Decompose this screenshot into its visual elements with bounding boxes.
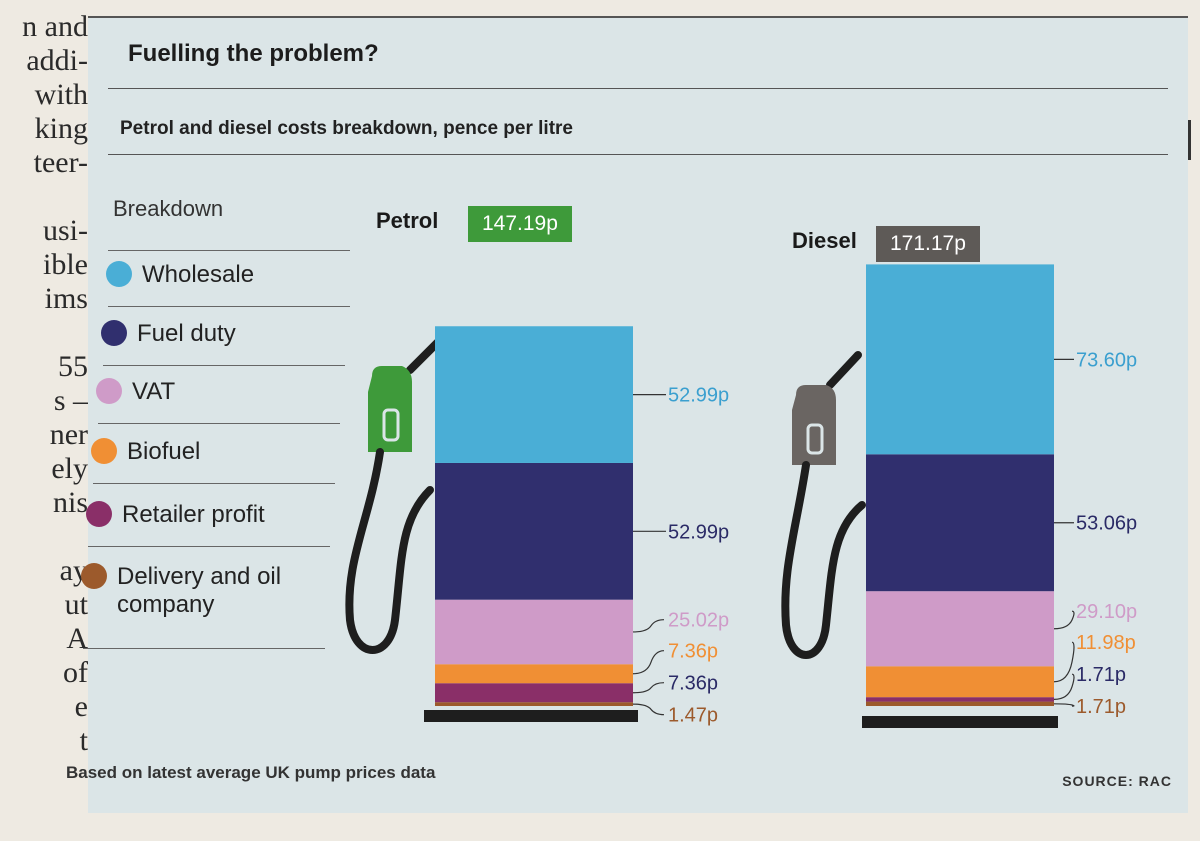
margin-text-line: ut xyxy=(64,588,88,621)
legend-title: Breakdown xyxy=(113,196,224,221)
diesel-bar-segment xyxy=(866,454,1054,592)
petrol-pump-base xyxy=(424,710,638,722)
margin-text-line: A xyxy=(66,622,88,655)
leader-line xyxy=(1053,610,1075,630)
leader-line xyxy=(1053,641,1075,683)
margin-text-line: usi- xyxy=(43,214,88,247)
adjacent-column-edge xyxy=(1188,120,1200,160)
diesel-bar-segment xyxy=(866,591,1054,667)
petrol-label: Petrol xyxy=(376,208,439,233)
margin-text-line: ner xyxy=(49,418,88,451)
diesel-value-label: 11.98p xyxy=(1076,632,1136,654)
legend-item: Retailer profit xyxy=(86,501,265,529)
petrol-pump-icon xyxy=(345,336,444,654)
margin-text-line: n and xyxy=(22,10,88,43)
legend-item: Fuel duty xyxy=(101,320,236,348)
diesel-value-label: 73.60p xyxy=(1076,349,1137,371)
margin-text-line: king xyxy=(34,112,88,145)
legend-item: VAT xyxy=(96,378,175,406)
margin-text-line: e xyxy=(74,690,88,723)
diesel-value-label: 1.71p xyxy=(1076,664,1126,686)
diesel-total-badge: 171.17p xyxy=(876,226,980,262)
petrol-value-label: 1.47p xyxy=(668,705,718,727)
legend-item: Biofuel xyxy=(91,438,200,466)
petrol-bar-segment xyxy=(435,683,633,703)
diesel-pump-base xyxy=(862,716,1058,728)
petrol-value-label: 7.36p xyxy=(668,673,718,695)
title-rule xyxy=(108,88,1168,89)
petrol-value-label: 52.99p xyxy=(668,385,729,407)
adjacent-article-text: n and addi-with king teer- usi-ible ims 55 s … xyxy=(0,10,88,758)
legend-rule xyxy=(88,546,330,547)
petrol-value-label: 7.36p xyxy=(668,641,718,663)
legend-swatch xyxy=(101,320,127,346)
legend-label: Fuel duty xyxy=(137,320,236,347)
petrol-bar-segment xyxy=(435,326,633,463)
legend-label: Biofuel xyxy=(127,438,201,465)
petrol-bar-segment xyxy=(435,664,633,684)
petrol-total-badge: 147.19p xyxy=(468,206,572,242)
legend-rule xyxy=(108,306,350,307)
legend-swatch xyxy=(91,438,117,464)
margin-text-line: with xyxy=(34,78,88,111)
margin-text-line: t xyxy=(79,724,88,757)
leader-line xyxy=(1053,703,1075,707)
legend-item: Wholesale xyxy=(106,261,254,289)
legend-label: Wholesale xyxy=(142,261,255,288)
legend-label: Retailer profit xyxy=(122,501,265,528)
legend-swatch xyxy=(86,501,112,527)
legend-rule xyxy=(83,648,325,649)
petrol-bar-segment xyxy=(435,462,633,600)
petrol-bar-segment xyxy=(435,702,633,706)
diesel-value-label: 29.10p xyxy=(1076,601,1137,623)
legend-label: Delivery and oil company xyxy=(117,563,282,618)
legend-item: Delivery and oil company xyxy=(81,563,307,619)
diesel-bar-segment xyxy=(866,697,1054,702)
diesel-value-label: 1.71p xyxy=(1076,696,1126,718)
legend-rule xyxy=(98,423,340,424)
diesel-label: Diesel xyxy=(792,228,857,253)
diesel-bar-segment xyxy=(866,264,1054,455)
legend-rule xyxy=(103,365,345,366)
diesel-bar-segment xyxy=(866,666,1054,698)
diesel-bar-segment xyxy=(866,701,1054,706)
diesel-value-label: 53.06p xyxy=(1076,513,1137,535)
diesel-pump-icon xyxy=(781,351,866,659)
margin-text-line: 55 xyxy=(58,350,88,383)
chart-title: Fuelling the problem? xyxy=(128,40,379,67)
petrol-value-label: 52.99p xyxy=(668,521,729,543)
petrol-bar-segment xyxy=(435,599,633,665)
legend-swatch xyxy=(81,563,107,589)
margin-text-line: ely xyxy=(51,452,88,485)
leader-line xyxy=(1053,673,1075,700)
margin-text-line: ible xyxy=(43,248,88,281)
margin-text-line: of xyxy=(63,656,88,689)
leader-line xyxy=(632,682,665,694)
chart-subtitle: Petrol and diesel costs breakdown, pence… xyxy=(120,118,573,139)
legend-swatch xyxy=(106,261,132,287)
legend-swatch xyxy=(96,378,122,404)
petrol-value-label: 25.02p xyxy=(668,610,729,632)
margin-text-line: s – xyxy=(53,384,88,417)
leader-line xyxy=(632,650,665,675)
legend-rule xyxy=(93,483,335,484)
legend-rule xyxy=(108,250,350,251)
margin-text-line: ims xyxy=(44,282,88,315)
margin-text-line: nis xyxy=(52,486,88,519)
chart-footer: Based on latest average UK pump prices d… xyxy=(66,763,436,782)
leader-line xyxy=(632,619,665,633)
margin-text-line: addi- xyxy=(26,44,88,77)
margin-text-line: teer- xyxy=(33,146,88,179)
chart-source: SOURCE: RAC xyxy=(1062,773,1172,789)
subtitle-rule xyxy=(108,154,1168,155)
legend-label: VAT xyxy=(132,378,176,405)
leader-line xyxy=(632,703,665,716)
